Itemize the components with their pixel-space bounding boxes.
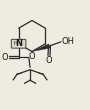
Text: O: O xyxy=(29,52,35,61)
Polygon shape xyxy=(32,44,50,51)
Text: N: N xyxy=(16,39,23,48)
Text: O: O xyxy=(46,56,52,65)
Text: O: O xyxy=(2,53,9,62)
FancyBboxPatch shape xyxy=(11,39,26,48)
Text: H: H xyxy=(14,41,18,46)
Text: OH: OH xyxy=(61,37,74,46)
